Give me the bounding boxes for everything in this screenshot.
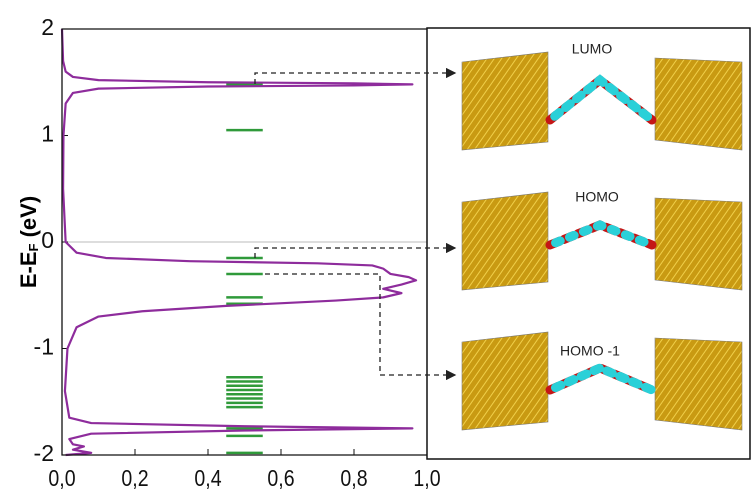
- y-tick-label: 1: [41, 121, 54, 147]
- x-tick-label: 1,0: [413, 466, 440, 492]
- x-tick-label: 0,2: [121, 466, 148, 492]
- y-tick-label: -2: [34, 440, 54, 466]
- panel-title: HOMO -1: [560, 343, 620, 359]
- y-tick-label: -1: [34, 334, 54, 360]
- panel-title: HOMO: [575, 189, 619, 205]
- y-label-main: E-E: [16, 251, 41, 288]
- x-tick-label: 0,6: [267, 466, 294, 492]
- x-tick-label: 0,4: [194, 466, 221, 492]
- axis-frame: [61, 28, 427, 456]
- x-tick-label: 0,8: [340, 466, 367, 492]
- y-label-sub: F: [26, 243, 41, 251]
- y-tick-label: 2: [41, 14, 54, 40]
- y-tick-label: 0: [41, 227, 54, 253]
- transmission-curve: [60, 28, 418, 457]
- panel-art: [461, 51, 743, 431]
- y-label-unit: (eV): [16, 196, 41, 244]
- plot: 0,0 0,2 0,4 0,6 0,8 1,0 2 1 0 -1 -2: [34, 14, 441, 491]
- y-axis-label: E-EF (eV): [16, 196, 42, 288]
- x-tick-label: 0,0: [48, 466, 75, 492]
- connectors: [254, 67, 457, 381]
- panel-title: LUMO: [572, 41, 613, 57]
